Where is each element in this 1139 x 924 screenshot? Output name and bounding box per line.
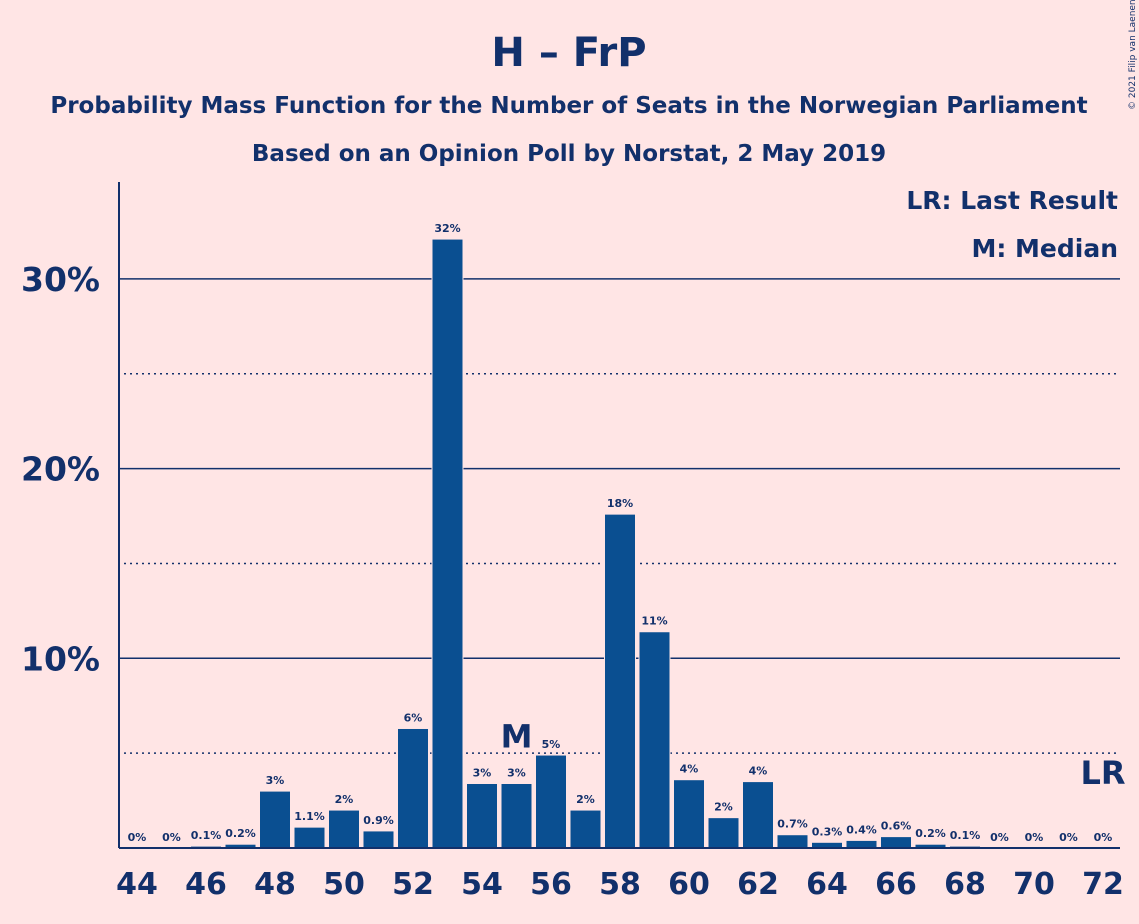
- x-tick-label: 48: [254, 867, 296, 902]
- y-axis-ticks: 10% 20% 30%: [21, 260, 100, 678]
- bar: [707, 817, 740, 849]
- data-label: 2%: [335, 793, 354, 806]
- x-tick-label: 54: [461, 867, 503, 902]
- x-tick-label: 70: [1013, 867, 1055, 902]
- x-tick-label: 66: [875, 867, 917, 902]
- x-tick-label: 56: [530, 867, 572, 902]
- bar: [880, 836, 912, 849]
- data-label: 3%: [507, 767, 526, 780]
- data-label: 0.2%: [225, 827, 256, 840]
- x-tick-label: 68: [944, 867, 986, 902]
- data-label: 0%: [1025, 831, 1044, 844]
- bar: [500, 783, 533, 849]
- data-label: 3%: [266, 774, 285, 787]
- data-label: 3%: [473, 767, 492, 780]
- x-tick-label: 60: [668, 867, 710, 902]
- chart-title: H – FrP: [491, 30, 646, 76]
- bar: [397, 727, 429, 849]
- bar: [466, 783, 498, 849]
- data-label: 32%: [434, 222, 460, 235]
- bar: [328, 809, 360, 849]
- bar: [845, 839, 878, 849]
- data-labels: 0% 0% 0.1% 0.2%3%1.1%2%0.9%6%32%3% 3%5%2%18%…: [128, 222, 1113, 844]
- x-tick-label: 64: [806, 867, 848, 902]
- last-result-marker: LR: [1080, 754, 1125, 792]
- data-label: 0.9%: [363, 814, 394, 827]
- bars: [190, 238, 981, 849]
- x-tick-label: 50: [323, 867, 365, 902]
- data-label: 11%: [641, 615, 667, 628]
- data-label: 0.1%: [950, 829, 981, 842]
- data-label: 0.3%: [812, 825, 843, 838]
- bar: [431, 238, 464, 849]
- data-label: 6%: [404, 711, 423, 724]
- chart-subtitle-2: Based on an Opinion Poll by Norstat, 2 M…: [252, 141, 886, 167]
- data-label: 0%: [162, 831, 181, 844]
- median-marker: M: [501, 718, 533, 756]
- data-label: 0%: [990, 831, 1009, 844]
- x-tick-label: 58: [599, 867, 641, 902]
- y-tick-label: 10%: [21, 639, 100, 678]
- data-label: 0%: [1094, 831, 1113, 844]
- y-tick-label: 30%: [21, 260, 100, 299]
- data-label: 0.2%: [915, 827, 946, 840]
- data-label: 1.1%: [294, 810, 325, 823]
- bar: [742, 781, 774, 849]
- data-label: 0.6%: [881, 820, 912, 833]
- legend-median: M: Median: [971, 234, 1118, 263]
- bar: [569, 809, 602, 849]
- bar: [293, 826, 326, 849]
- bar: [673, 779, 705, 849]
- data-label: 4%: [680, 763, 699, 776]
- copyright-note: © 2021 Filip van Laenen: [1128, 0, 1138, 110]
- x-tick-label: 72: [1082, 867, 1124, 902]
- x-tick-label: 46: [185, 867, 227, 902]
- chart-subtitle-1: Probability Mass Function for the Number…: [50, 93, 1087, 119]
- bar: [535, 754, 567, 849]
- bar: [259, 790, 291, 849]
- data-label: 2%: [576, 793, 595, 806]
- gridlines: [118, 278, 1120, 754]
- bar: [362, 830, 395, 849]
- data-label: 0.4%: [846, 823, 877, 836]
- data-label: 18%: [607, 497, 633, 510]
- y-tick-label: 20%: [21, 450, 100, 489]
- data-label: 5%: [542, 738, 561, 751]
- data-label: 0%: [1059, 831, 1078, 844]
- data-label: 0.7%: [777, 818, 808, 831]
- data-label: 0%: [128, 831, 147, 844]
- bar: [776, 834, 809, 849]
- x-tick-label: 62: [737, 867, 779, 902]
- legend-last-result: LR: Last Result: [906, 186, 1118, 215]
- bar: [638, 631, 671, 849]
- x-tick-label: 44: [116, 867, 158, 902]
- x-axis-ticks: 44 46 48 50 52 54 56 58 60 62 64 66 68 70 72: [116, 867, 1124, 902]
- data-label: 4%: [749, 765, 768, 778]
- x-tick-label: 52: [392, 867, 434, 902]
- data-label: 2%: [714, 801, 733, 814]
- bar: [604, 513, 636, 849]
- data-label: 0.1%: [191, 829, 222, 842]
